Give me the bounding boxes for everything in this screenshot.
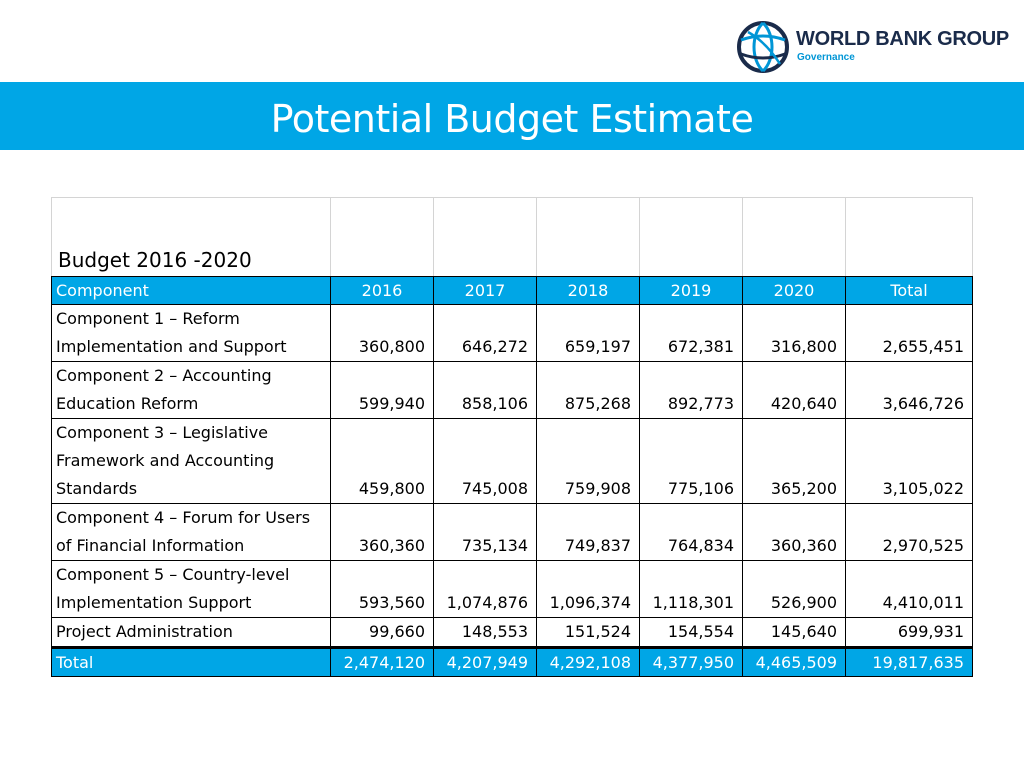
caption-spacer — [742, 197, 846, 277]
budget-value: 1,096,374 — [536, 560, 640, 618]
component-label: Component 5 – Country-level Implementati… — [51, 560, 331, 618]
header-total: Total — [845, 276, 973, 305]
budget-value: 526,900 — [742, 560, 846, 618]
budget-value: 699,931 — [845, 617, 973, 648]
budget-value: 154,554 — [639, 617, 743, 648]
component-label: Component 1 – Reform Implementation and … — [51, 304, 331, 362]
caption-spacer — [330, 197, 434, 277]
budget-value: 745,008 — [433, 418, 537, 504]
budget-value: 3,646,726 — [845, 361, 973, 419]
budget-value: 2,655,451 — [845, 304, 973, 362]
header-2018: 2018 — [536, 276, 640, 305]
budget-value: 749,837 — [536, 503, 640, 561]
budget-value: 365,200 — [742, 418, 846, 504]
table-row: Component 5 – Country-level Implementati… — [51, 560, 973, 618]
budget-value: 459,800 — [330, 418, 434, 504]
table-row: Component 3 – Legislative Framework and … — [51, 418, 973, 504]
component-label: Component 4 – Forum for Users of Financi… — [51, 503, 331, 561]
budget-value: 735,134 — [433, 503, 537, 561]
budget-value: 151,524 — [536, 617, 640, 648]
header-2020: 2020 — [742, 276, 846, 305]
total-value: 2,474,120 — [330, 646, 434, 677]
budget-value: 1,118,301 — [639, 560, 743, 618]
component-label: Project Administration — [51, 617, 331, 648]
globe-icon — [737, 21, 789, 73]
table-caption-row: Budget 2016 -2020 — [51, 197, 973, 277]
budget-table: Budget 2016 -2020 Component 2016 2017 20… — [51, 197, 973, 677]
caption-spacer — [639, 197, 743, 277]
component-label: Component 3 – Legislative Framework and … — [51, 418, 331, 504]
budget-value: 2,970,525 — [845, 503, 973, 561]
budget-value: 420,640 — [742, 361, 846, 419]
budget-value: 759,908 — [536, 418, 640, 504]
caption-spacer — [845, 197, 973, 277]
table-row: Component 4 – Forum for Users of Financi… — [51, 503, 973, 561]
table-row: Component 2 – Accounting Education Refor… — [51, 361, 973, 419]
budget-value: 360,360 — [742, 503, 846, 561]
budget-value: 99,660 — [330, 617, 434, 648]
title-banner: Potential Budget Estimate — [0, 82, 1024, 150]
total-value: 4,465,509 — [742, 646, 846, 677]
component-label: Component 2 – Accounting Education Refor… — [51, 361, 331, 419]
budget-value: 775,106 — [639, 418, 743, 504]
table-total-row: Total 2,474,120 4,207,949 4,292,108 4,37… — [51, 646, 973, 677]
total-label: Total — [51, 646, 331, 677]
page-title: Potential Budget Estimate — [270, 97, 754, 141]
total-value: 19,817,635 — [845, 646, 973, 677]
total-value: 4,377,950 — [639, 646, 743, 677]
total-value: 4,207,949 — [433, 646, 537, 677]
budget-value: 360,800 — [330, 304, 434, 362]
budget-value: 3,105,022 — [845, 418, 973, 504]
logo-brand-text: WORLD BANK GROUP — [796, 28, 1009, 50]
budget-value: 672,381 — [639, 304, 743, 362]
budget-value: 875,268 — [536, 361, 640, 419]
world-bank-logo: WORLD BANK GROUP Governance — [736, 18, 1009, 74]
header-2019: 2019 — [639, 276, 743, 305]
budget-value: 646,272 — [433, 304, 537, 362]
table-caption: Budget 2016 -2020 — [51, 197, 331, 277]
budget-value: 858,106 — [433, 361, 537, 419]
caption-spacer — [536, 197, 640, 277]
total-value: 4,292,108 — [536, 646, 640, 677]
budget-value: 599,940 — [330, 361, 434, 419]
budget-value: 360,360 — [330, 503, 434, 561]
budget-value: 593,560 — [330, 560, 434, 618]
header-2016: 2016 — [330, 276, 434, 305]
header-component: Component — [51, 276, 331, 305]
header-2017: 2017 — [433, 276, 537, 305]
budget-value: 316,800 — [742, 304, 846, 362]
table-row: Project Administration 99,660 148,553 151,5… — [51, 617, 973, 648]
logo-sub-text: Governance — [797, 52, 855, 63]
budget-value: 1,074,876 — [433, 560, 537, 618]
budget-value: 892,773 — [639, 361, 743, 419]
table-header-row: Component 2016 2017 2018 2019 2020 Total — [51, 276, 973, 305]
budget-value: 659,197 — [536, 304, 640, 362]
budget-value: 4,410,011 — [845, 560, 973, 618]
table-row: Component 1 – Reform Implementation and … — [51, 304, 973, 362]
budget-value: 145,640 — [742, 617, 846, 648]
budget-value: 148,553 — [433, 617, 537, 648]
caption-spacer — [433, 197, 537, 277]
budget-value: 764,834 — [639, 503, 743, 561]
